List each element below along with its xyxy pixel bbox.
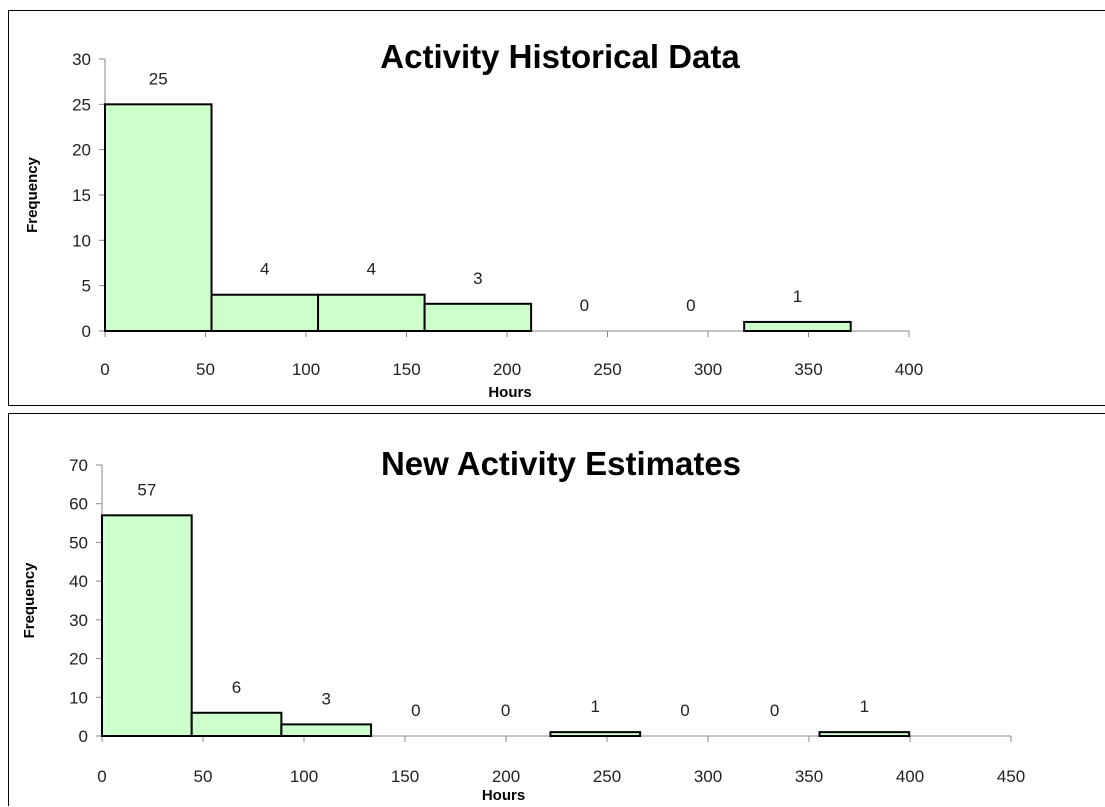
y-tick-label: 50 [69, 533, 88, 552]
bar-data-label: 4 [367, 260, 376, 279]
y-tick-label: 20 [69, 650, 88, 669]
y-tick-label: 0 [79, 727, 88, 746]
bar-data-label: 4 [260, 260, 269, 279]
chart-title: Activity Historical Data [380, 38, 740, 75]
histogram-bar [423, 302, 533, 332]
x-tick-label: 50 [194, 767, 213, 786]
bar-data-label: 25 [149, 69, 168, 88]
y-tick-label: 0 [82, 322, 91, 341]
chart-panel-estimates: New Activity Estimates 0 10 20 30 40 50 60 70 0 50… [8, 413, 1105, 806]
histogram-bar [549, 731, 642, 737]
x-tick-label: 0 [100, 360, 109, 379]
x-axis-title: Hours [482, 787, 525, 804]
x-tick-label: 200 [493, 360, 521, 379]
y-tick-label: 15 [72, 186, 91, 205]
y-tick-label: 20 [72, 141, 91, 160]
histogram-bar [101, 514, 193, 738]
histogram-bar [280, 723, 373, 737]
x-tick-label: 400 [896, 767, 924, 786]
y-tick-label: 5 [82, 277, 91, 296]
x-tick-label: 350 [795, 767, 823, 786]
y-tick-label: 10 [72, 231, 91, 250]
y-tick-label: 30 [72, 50, 91, 69]
histogram-bar [818, 731, 911, 737]
y-axis-title: Frequency [21, 562, 38, 639]
x-tick-label: 400 [895, 360, 923, 379]
y-tick-label: 10 [69, 688, 88, 707]
histogram-bar [317, 293, 426, 333]
y-tick-label: 60 [69, 495, 88, 514]
chart-title: New Activity Estimates [381, 445, 741, 482]
bar-data-label: 0 [770, 701, 779, 720]
x-tick-label: 0 [97, 767, 106, 786]
bar-data-label: 3 [321, 689, 330, 708]
bar-data-label: 6 [232, 678, 241, 697]
x-tick-label: 200 [492, 767, 520, 786]
x-tick-label: 100 [292, 360, 320, 379]
bar-data-label: 1 [591, 697, 600, 716]
histogram-bar [743, 320, 852, 332]
y-tick-label: 40 [69, 572, 88, 591]
bar-data-label: 1 [793, 287, 802, 306]
bar-data-label: 0 [411, 701, 420, 720]
bar-data-label: 57 [137, 480, 156, 499]
x-tick-label: 250 [593, 360, 621, 379]
x-tick-label: 250 [593, 767, 621, 786]
histogram-bar [210, 293, 320, 333]
x-axis-title: Hours [488, 384, 531, 401]
x-tick-label: 300 [694, 767, 722, 786]
chart-panel-historical: Activity Historical Data 0 5 10 15 20 25 30 0 50 1… [8, 10, 1105, 406]
x-tick-label: 150 [391, 767, 419, 786]
histogram-bar [104, 103, 213, 333]
bar-data-label: 0 [680, 701, 689, 720]
x-tick-label: 300 [694, 360, 722, 379]
y-axis-title: Frequency [24, 156, 41, 233]
y-tick-label: 25 [72, 95, 91, 114]
x-tick-label: 150 [392, 360, 420, 379]
bar-data-label: 1 [860, 697, 869, 716]
y-tick-label: 30 [69, 611, 88, 630]
bar-data-label: 0 [580, 296, 589, 315]
x-tick-label: 50 [196, 360, 215, 379]
x-tick-label: 350 [794, 360, 822, 379]
x-tick-label: 100 [290, 767, 318, 786]
bar-data-label: 0 [686, 296, 695, 315]
bar-data-label: 3 [473, 269, 482, 288]
y-tick-label: 70 [69, 456, 88, 475]
histogram-bar [190, 711, 283, 737]
x-tick-label: 450 [997, 767, 1025, 786]
bar-data-label: 0 [501, 701, 510, 720]
